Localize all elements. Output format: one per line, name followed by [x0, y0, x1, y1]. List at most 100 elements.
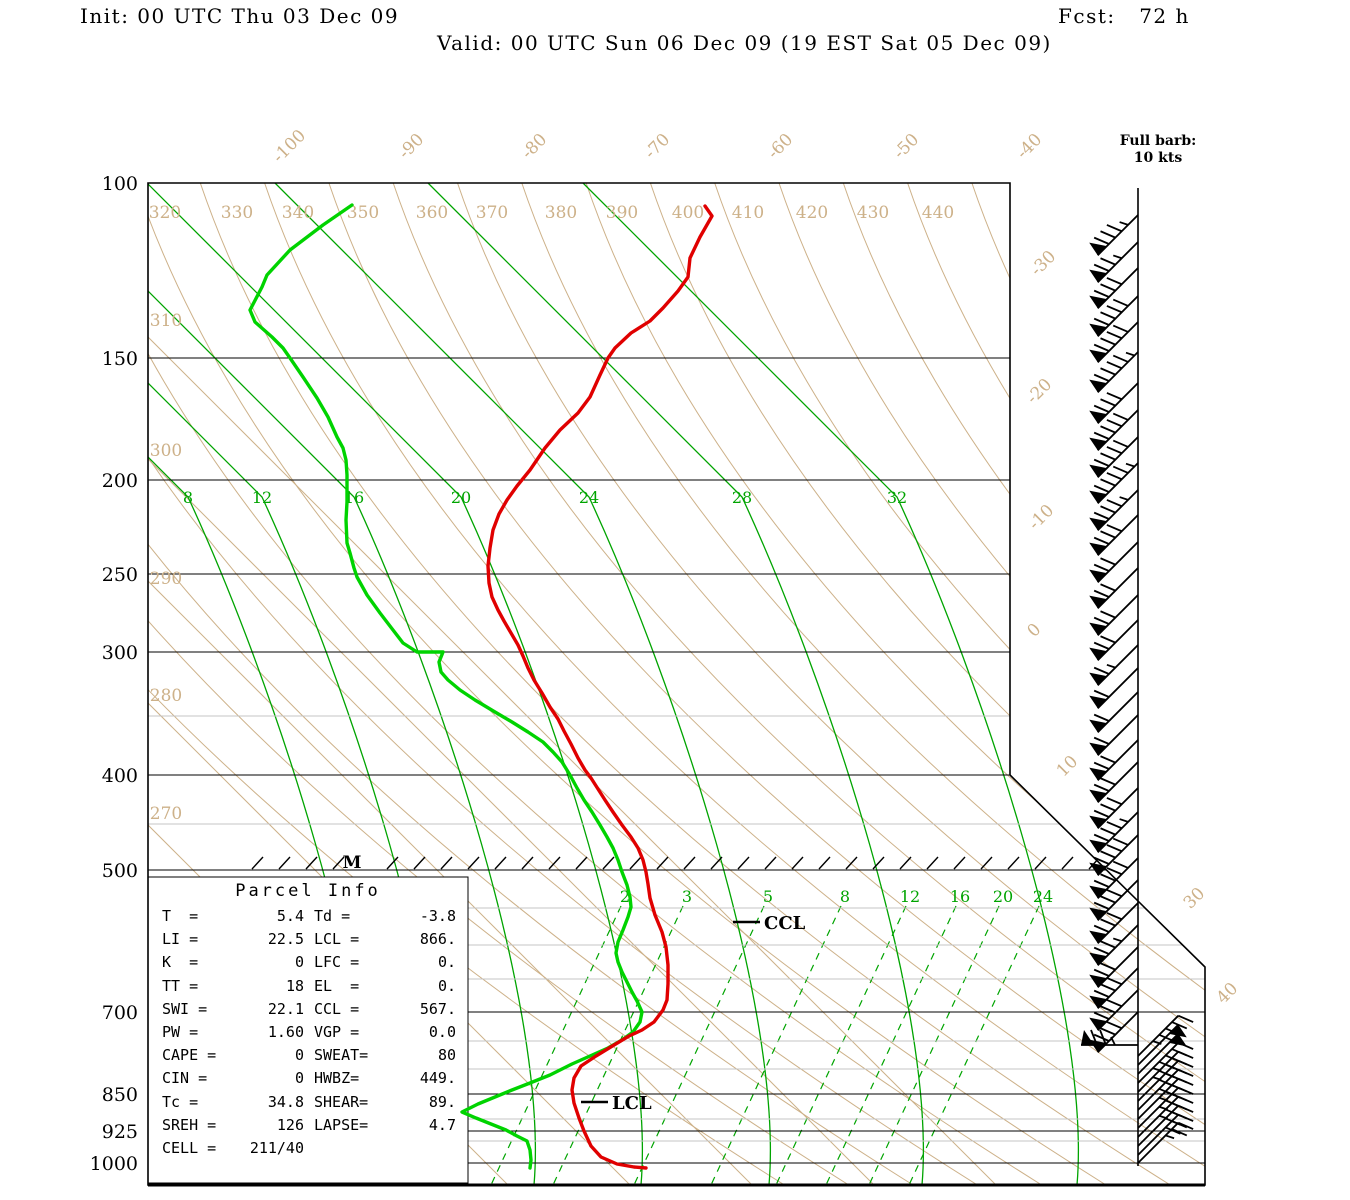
wind-barb — [1089, 1011, 1139, 1053]
svg-text:12: 12 — [252, 488, 272, 507]
svg-text:20: 20 — [451, 488, 471, 507]
moist-adiabat-line — [148, 183, 643, 1185]
level-markers: M CCL LCL — [343, 853, 806, 1114]
svg-text:3: 3 — [682, 887, 692, 906]
wind-barb — [1089, 811, 1139, 853]
parcel-v1: 126 — [276, 1115, 304, 1134]
wind-barb — [1089, 667, 1139, 709]
svg-text:-30: -30 — [1027, 247, 1061, 281]
dry-adiabat-line — [148, 183, 914, 1185]
svg-text:360: 360 — [416, 203, 448, 223]
svg-text:8: 8 — [183, 488, 193, 507]
parcel-l2: HWBZ= — [314, 1069, 360, 1088]
svg-text:28: 28 — [732, 488, 752, 507]
dry-adiabat-line — [148, 183, 785, 1185]
parcel-l2: VGP = — [314, 1022, 360, 1041]
parcel-l2: SWEAT= — [314, 1046, 369, 1065]
wind-barb — [1089, 295, 1139, 337]
svg-text:320: 320 — [149, 203, 181, 223]
parcel-l2: EL = — [314, 976, 360, 995]
parcel-l1: T = — [162, 907, 199, 925]
parcel-v1: 22.5 — [267, 930, 304, 949]
parcel-v1: 0 — [294, 953, 304, 972]
wind-barb — [1089, 241, 1139, 283]
svg-text:310: 310 — [150, 311, 182, 331]
isotherm-line — [0, 183, 20, 1185]
svg-text:250: 250 — [102, 564, 138, 586]
barb-legend-line1: Full barb: — [1119, 133, 1197, 149]
parcel-v1: 0 — [294, 1046, 304, 1065]
isotherm-line — [148, 183, 753, 1185]
parcel-l1: CAPE = — [162, 1046, 217, 1065]
svg-text:100: 100 — [102, 173, 138, 195]
svg-text:150: 150 — [102, 348, 138, 370]
wind-barb — [1089, 321, 1139, 363]
wind-barb — [1137, 1121, 1194, 1164]
parcel-l1: CELL = — [162, 1138, 217, 1157]
parcel-v2: 0. — [437, 976, 456, 995]
moist-adiabat-line — [582, 183, 1079, 1185]
svg-text:12: 12 — [900, 887, 920, 906]
svg-text:200: 200 — [102, 470, 138, 492]
dry-adiabat-line — [148, 183, 1107, 1185]
temperature-trace — [486, 204, 714, 1170]
parcel-row: Tc = 34.8 SHEAR= 89. — [148, 1091, 468, 1114]
parcel-v2: 80 — [437, 1046, 456, 1065]
parcel-row: CIN = 0 HWBZ= 449. — [148, 1067, 468, 1090]
dewpoint-trace — [248, 203, 644, 1170]
wind-barb — [1089, 924, 1139, 966]
parcel-v2: 89. — [428, 1092, 456, 1111]
parcel-l2: LAPSE= — [314, 1115, 369, 1134]
svg-text:1000: 1000 — [90, 1153, 138, 1175]
isotherm-line — [148, 183, 997, 1185]
parcel-row: CAPE = 0 SWEAT= 80 — [148, 1044, 468, 1067]
wind-barb — [1089, 409, 1139, 451]
svg-text:24: 24 — [1033, 887, 1053, 906]
wind-barb — [1089, 834, 1139, 876]
svg-text:M: M — [343, 853, 362, 873]
mixing-ratio-line — [710, 905, 842, 1185]
svg-text:270: 270 — [150, 804, 182, 824]
wind-barb — [1089, 857, 1139, 899]
svg-text:400: 400 — [672, 203, 704, 223]
parcel-l2 — [314, 1137, 394, 1160]
wind-barb — [1081, 1029, 1138, 1046]
svg-text:-20: -20 — [1023, 375, 1057, 409]
svg-text:410: 410 — [732, 203, 764, 223]
wind-barb — [1089, 267, 1139, 309]
parcel-v2 — [394, 1137, 456, 1160]
isotherm-line — [148, 183, 875, 1185]
svg-text:500: 500 — [102, 860, 138, 882]
dry-adiabat-line — [649, 183, 1205, 1185]
parcel-v2: 0. — [437, 953, 456, 972]
lcl-label: LCL — [612, 1093, 652, 1114]
dry-adiabat-line — [457, 183, 1205, 1185]
svg-text:-50: -50 — [890, 130, 924, 164]
wind-barb — [1089, 902, 1139, 944]
parcel-v2: 567. — [419, 999, 456, 1018]
svg-text:24: 24 — [579, 488, 599, 507]
svg-text:400: 400 — [102, 765, 138, 787]
svg-text:0: 0 — [1024, 620, 1046, 642]
svg-text:-60: -60 — [764, 130, 798, 164]
svg-text:40: 40 — [1213, 979, 1242, 1008]
svg-text:10: 10 — [1053, 752, 1082, 781]
wind-barb — [1089, 462, 1139, 504]
ccl-label: CCL — [764, 913, 806, 934]
svg-text:390: 390 — [606, 203, 638, 223]
dry-adiabat-line — [264, 183, 1205, 1185]
wind-barb — [1089, 214, 1139, 256]
svg-text:850: 850 — [102, 1084, 138, 1106]
svg-text:330: 330 — [221, 203, 253, 223]
parcel-v2: 866. — [419, 930, 456, 949]
init-time-label: Init: 00 UTC Thu 03 Dec 09 — [80, 4, 400, 28]
hatch-500mb — [251, 856, 1101, 870]
svg-text:-80: -80 — [518, 130, 552, 164]
dry-adiabat-line — [585, 183, 1205, 1185]
parcel-v1: 211/40 — [249, 1138, 304, 1157]
svg-text:370: 370 — [476, 203, 508, 223]
svg-text:300: 300 — [150, 441, 182, 461]
